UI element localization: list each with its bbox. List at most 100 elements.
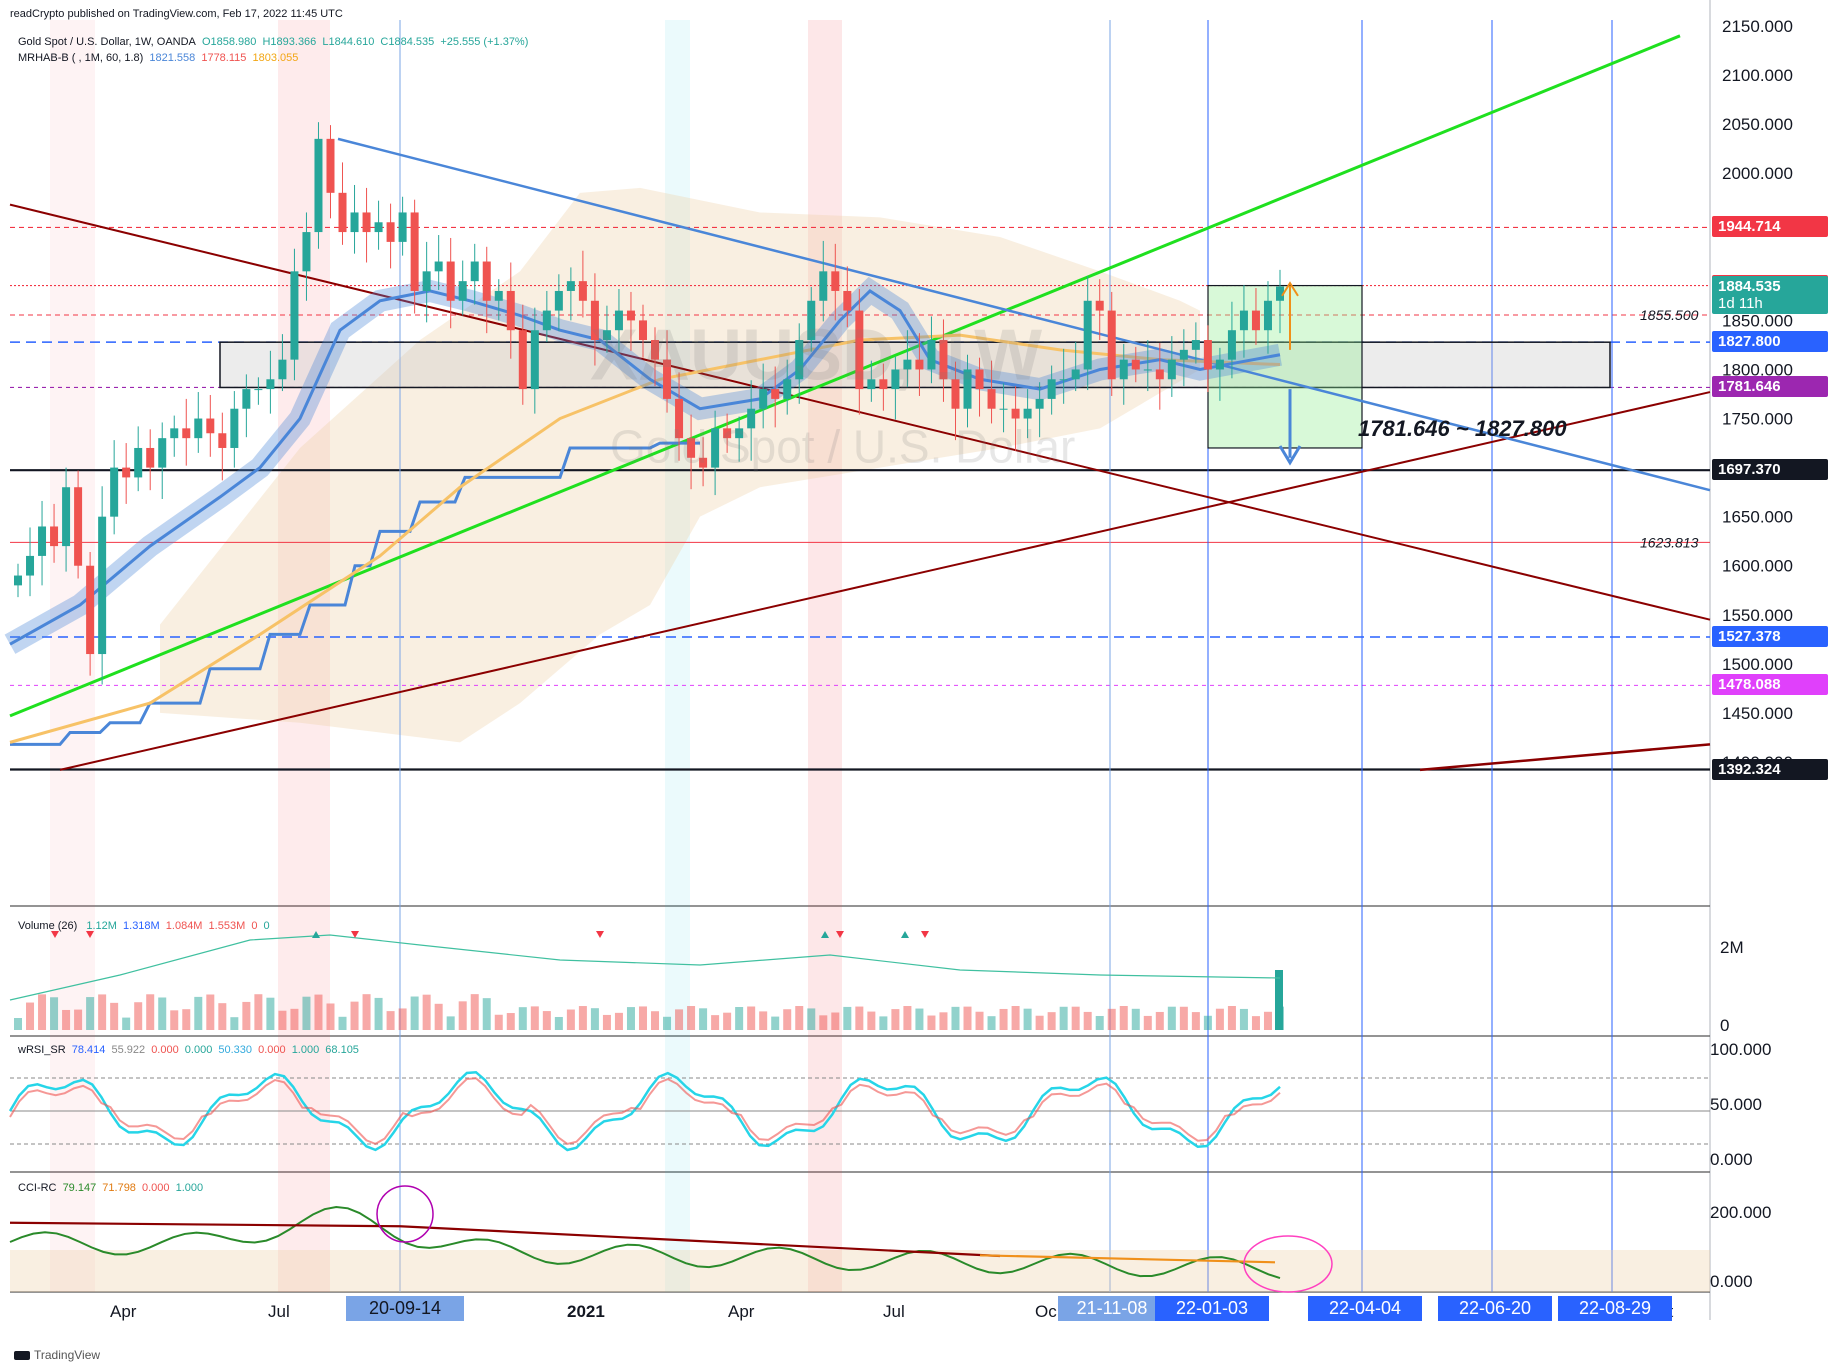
candle-body [254, 389, 263, 391]
volume-bar [1239, 1008, 1248, 1030]
volume-bar [314, 994, 323, 1030]
time-label-apr-2021: Apr [728, 1302, 755, 1321]
volume-bar [663, 1016, 672, 1030]
price-tick: 1450.000 [1722, 704, 1793, 723]
candle-body [975, 369, 984, 390]
price-label-1478.088: 1478.088 [1712, 674, 1828, 696]
price-tick: 1600.000 [1722, 557, 1793, 576]
candle-body [1239, 310, 1248, 331]
candle [530, 307, 539, 414]
candle-body [554, 290, 563, 311]
volume-bar [1203, 1015, 1212, 1030]
candle [1011, 386, 1020, 451]
symbol-line: Gold Spot / U.S. Dollar, 1W, OANDA [18, 36, 196, 48]
volume-bar [783, 1009, 792, 1030]
time-label-2021: 2021 [567, 1302, 605, 1321]
volume-bar [614, 1012, 623, 1030]
candle [338, 162, 347, 245]
candle-body [1083, 300, 1092, 370]
candle-body [638, 320, 647, 341]
candle-body [831, 271, 840, 291]
candle-body [266, 379, 275, 390]
candle-body [1071, 369, 1080, 380]
volume-bar [50, 997, 59, 1030]
volume-signal-marker [901, 931, 909, 938]
candle [86, 551, 95, 676]
cci-trend-darkred [9, 1221, 1001, 1258]
time-label-jul: Jul [268, 1302, 290, 1321]
candle-body [1059, 379, 1068, 381]
candle-body [302, 232, 311, 272]
candle-body [446, 261, 455, 301]
candle [446, 237, 455, 329]
volume-bar [566, 1009, 575, 1030]
candle [711, 410, 720, 496]
volume-bar [747, 1006, 756, 1030]
volume-bar [927, 1015, 936, 1030]
candle-body [1131, 359, 1140, 370]
candle [410, 199, 419, 314]
candle [951, 361, 960, 441]
volume-bar [711, 1015, 720, 1030]
candle-body [50, 526, 59, 547]
volume-bar [1047, 1012, 1056, 1030]
candle [1251, 288, 1260, 345]
cci-line [9, 1205, 1281, 1279]
volume-signal-marker [351, 931, 359, 938]
volume-bar [158, 997, 167, 1030]
cci-zone [10, 1250, 1710, 1292]
volume-bar [62, 1009, 71, 1030]
price-tick: 1750.000 [1722, 410, 1793, 429]
candle [1203, 325, 1212, 393]
candle [1179, 329, 1188, 387]
cci-circle-2 [1243, 1235, 1333, 1293]
volume-bar [326, 1003, 335, 1030]
price-tick: 2050.000 [1722, 115, 1793, 134]
candle-body [14, 575, 22, 586]
time-label-oct-2021: Oc [1035, 1302, 1057, 1321]
candle-body [110, 467, 119, 517]
candle [1071, 341, 1080, 392]
volume-bar [194, 996, 203, 1030]
candle-body [903, 359, 912, 370]
candle-body [999, 408, 1008, 410]
volume-bar [999, 1008, 1008, 1030]
date-box-22-01-03: 22-01-03 [1155, 1296, 1269, 1321]
volume-bar [915, 1008, 924, 1030]
candle [843, 266, 852, 328]
tradingview-logo-icon [14, 1351, 30, 1361]
candle-body [194, 418, 203, 439]
cci-axis-0: 0.000 [1710, 1272, 1753, 1291]
wrsi-line [8, 1070, 1281, 1152]
candle [182, 398, 191, 466]
candle-body [663, 359, 672, 399]
candle [963, 354, 972, 428]
candle [50, 503, 59, 563]
volume-bar [638, 1006, 647, 1030]
volume-bar [26, 1002, 35, 1030]
volume-bar [206, 994, 215, 1030]
volume-bar [843, 1006, 852, 1030]
candle [170, 415, 179, 457]
volume-bar [374, 997, 383, 1030]
volume-bar [879, 1016, 888, 1030]
wrsi-axis-100: 100.000 [1710, 1040, 1772, 1059]
candle [1276, 269, 1284, 334]
volume-bar [1107, 1008, 1116, 1030]
candle-body [218, 433, 227, 448]
volume-bar [831, 1012, 840, 1030]
candle [831, 243, 840, 321]
volume-bar [350, 1001, 359, 1030]
volume-bar [254, 994, 263, 1030]
price-label-1781.646: 1781.646 [1712, 376, 1828, 398]
candle [206, 394, 215, 457]
volume-bar [458, 1001, 467, 1030]
candle [518, 304, 527, 405]
candle [566, 267, 575, 321]
volume-bar [1227, 1006, 1236, 1030]
candle [266, 350, 275, 414]
candle-body [1167, 359, 1176, 380]
candle-body [590, 300, 599, 341]
candle-body [74, 487, 83, 566]
candle [98, 486, 107, 685]
